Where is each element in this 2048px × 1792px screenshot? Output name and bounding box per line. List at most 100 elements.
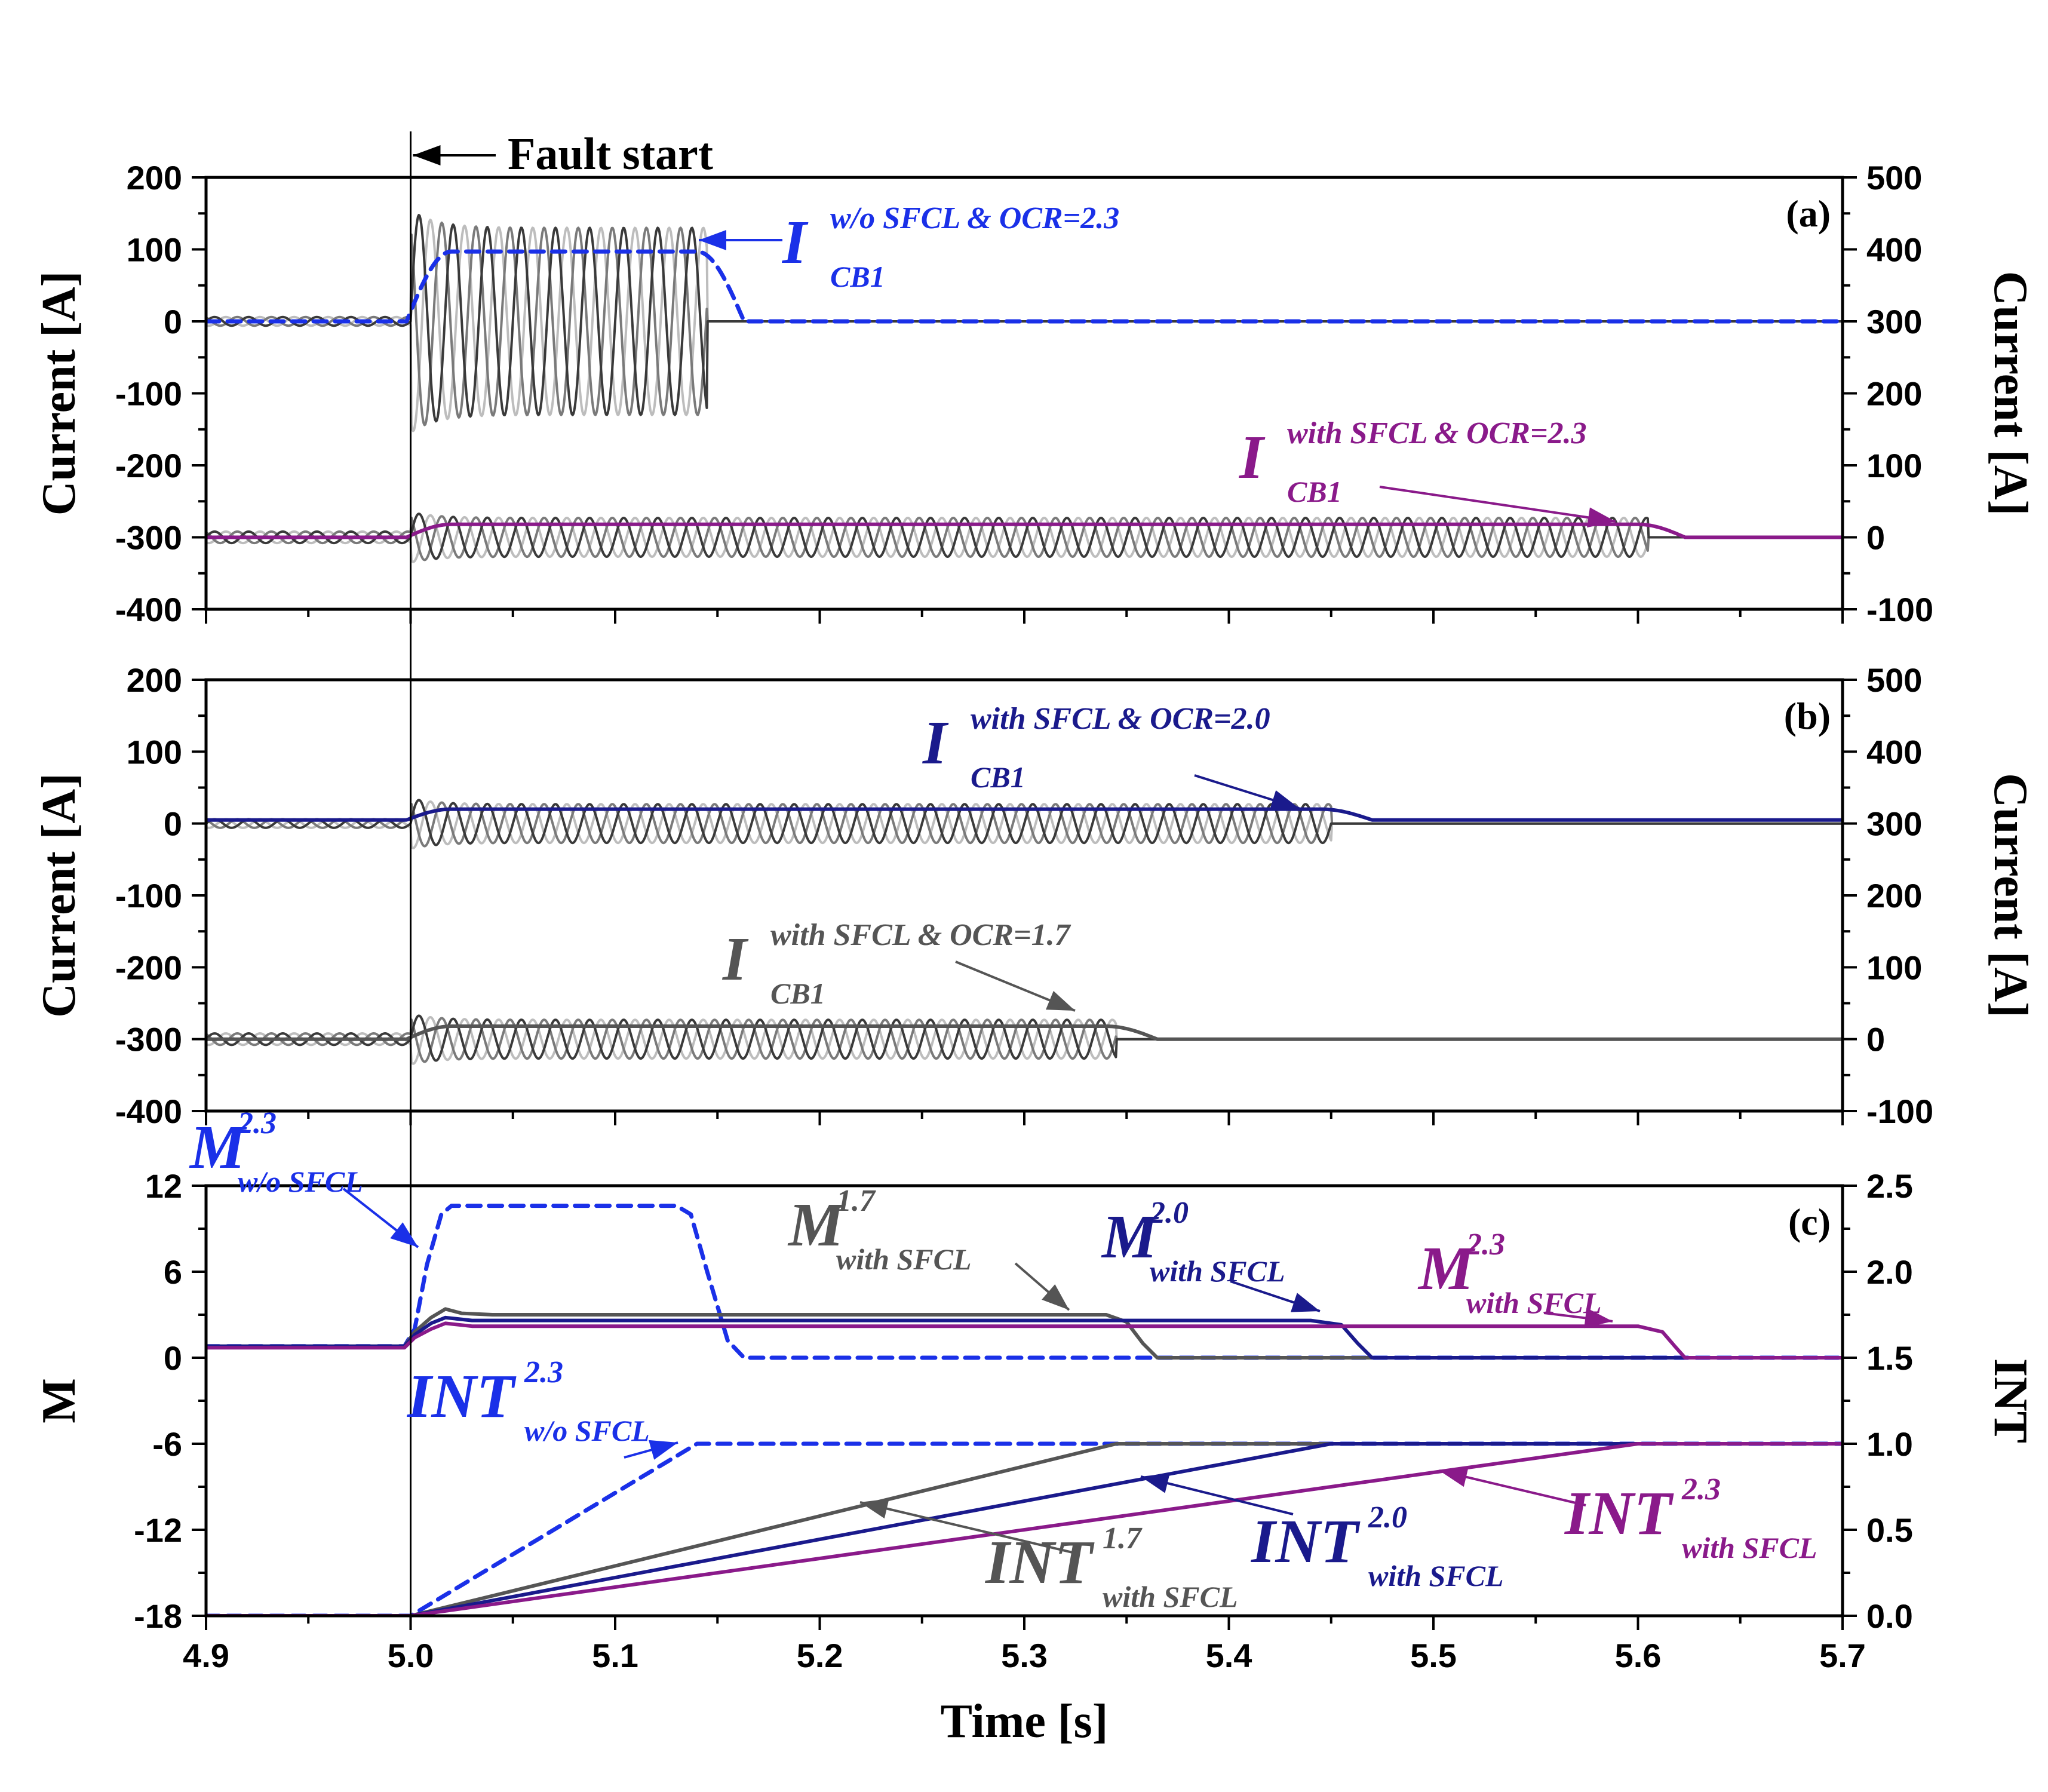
annotation-arrow-sfcl-2-0-head	[1270, 790, 1299, 810]
fault-start-arrow	[413, 145, 496, 165]
left-tick-label-c-3: -6	[152, 1425, 182, 1463]
annotation-i-cb1-wo-sfcl-2-3-main: I	[781, 208, 809, 277]
trip-signal-b-ocr_2_0	[206, 807, 1843, 822]
phase-wave-a-2-0	[206, 514, 1843, 563]
annotation-m-sfcl-2-3: M2.3 with SFCL	[1417, 1228, 1602, 1320]
annotation-m-wo-sfcl-sub: w/o SFCL	[238, 1165, 363, 1198]
annotation-arrow-sfcl-2-3	[1379, 486, 1616, 528]
annotation-m-sfcl-2-3-main: M	[1417, 1234, 1476, 1303]
annotation-arrow-int-sfcl-1-7-head	[860, 1499, 889, 1519]
right-tick-label-b-6: -100	[1866, 1093, 1933, 1130]
annotation-int-wo-sfcl-sup: 2.3	[524, 1355, 563, 1389]
annotation-i-cb1-sfcl-1-7-main: I	[721, 925, 749, 993]
annotation-arrow-sfcl-2-3-head	[1587, 507, 1616, 528]
annotation-m-sfcl-1-7-sup: 1.7	[836, 1184, 876, 1218]
annotation-i-cb1-sfcl-2-0-sub: CB1	[971, 760, 1025, 794]
panel-c: 12 6 0 -6 -12 -18 2.5 2.0 1.5 1.0 0.5 0.0 (c) M INT	[33, 1167, 2037, 1635]
right-axis-title-c: INT	[1984, 1358, 2037, 1443]
left-tick-label-c-2: 0	[164, 1339, 182, 1377]
annotation-int-wo-sfcl-main: INT	[406, 1362, 517, 1431]
annotation-arrow-m-wo-sfcl	[342, 1187, 419, 1248]
phase-wave-a-2-2	[206, 513, 1843, 560]
annotation-m-sfcl-1-7-main: M	[787, 1190, 846, 1259]
annotation-m-sfcl-2-3-sup: 2.3	[1466, 1228, 1505, 1262]
x-axis-title: Time [s]	[941, 1695, 1109, 1748]
annotation-int-sfcl-2-3-main: INT	[1564, 1479, 1674, 1548]
annotation-int-wo-sfcl-sub: w/o SFCL	[524, 1414, 650, 1447]
annotation-int-sfcl-2-3-sub: with SFCL	[1682, 1531, 1817, 1564]
left-tick-label-b-2: 0	[164, 805, 182, 843]
trip-signal-b-ocr_1_7	[206, 1024, 1843, 1041]
annotation-arrow-int-sfcl-1-7	[859, 1499, 1076, 1554]
annotation-arrow-m-sfcl-2-0	[1230, 1280, 1321, 1312]
left-axis-title-a: Current [A]	[33, 271, 85, 516]
annotation-int-sfcl-2-3: INT 2.3 with SFCL	[1564, 1472, 1817, 1564]
panel-a: 200 100 0 -100 -200 -300 -400 500 400 300 200 100 0 -…	[33, 159, 2037, 628]
left-axis-title-b: Current [A]	[33, 773, 85, 1018]
left-tick-label-a-0: 200	[127, 159, 182, 197]
right-tick-label-c-4: 0.5	[1866, 1511, 1913, 1549]
left-tick-label-b-3: -100	[115, 877, 182, 915]
annotation-arrow-int-sfcl-2-3	[1439, 1467, 1586, 1506]
left-tick-label-c-5: -18	[134, 1597, 182, 1635]
annotation-int-sfcl-2-0-sub: with SFCL	[1368, 1559, 1504, 1592]
annotation-arrow-m-sfcl-2-3-head	[1584, 1308, 1613, 1328]
plot-area-a	[206, 214, 1843, 563]
annotation-i-cb1-sfcl-2-0-sup: with SFCL & OCR=2.0	[971, 702, 1270, 736]
panel-label-a: (a)	[1786, 192, 1831, 235]
plot-area-b	[206, 799, 1843, 1065]
left-axis-title-c: M	[33, 1378, 85, 1423]
x-tick-label-4: 5.3	[1001, 1637, 1048, 1674]
annotation-m-wo-sfcl-sup: 2.3	[237, 1106, 277, 1140]
left-tick-label-c-0: 12	[145, 1167, 182, 1205]
m-curve-ocr_2_3	[206, 1321, 1843, 1360]
annotation-arrow-sfcl-1-7	[955, 961, 1076, 1012]
annotation-m-sfcl-2-0-sup: 2.0	[1149, 1196, 1189, 1230]
right-tick-label-b-5: 0	[1866, 1021, 1885, 1058]
annotation-arrow-int-sfcl-2-3-head	[1439, 1467, 1469, 1487]
annotation-arrow-sfcl-1-7-head	[1045, 990, 1075, 1011]
right-tick-label-b-0: 500	[1866, 661, 1922, 699]
annotation-int-sfcl-2-0: INT 2.0 with SFCL	[1250, 1501, 1504, 1592]
annotation-arrow-m-sfcl-1-7	[1014, 1262, 1070, 1311]
annotation-m-wo-sfcl: M2.3 w/o SFCL	[189, 1106, 363, 1198]
x-tick-label-3: 5.2	[797, 1637, 843, 1674]
phase-wave-b-0-2	[206, 799, 1843, 846]
annotation-i-cb1-wo-sfcl-2-3-sup: w/o SFCL & OCR=2.3	[830, 201, 1119, 235]
annotation-arrow-m-sfcl-2-0-head	[1290, 1293, 1320, 1312]
annotation-int-sfcl-1-7-main: INT	[984, 1528, 1095, 1597]
trip-signal-a-wo_sfcl	[206, 249, 1843, 324]
right-tick-label-a-2: 300	[1866, 303, 1922, 340]
annotation-int-wo-sfcl: INT 2.3 w/o SFCL	[406, 1355, 650, 1447]
annotation-int-sfcl-1-7-sup: 1.7	[1103, 1521, 1143, 1555]
annotation-i-cb1-sfcl-2-0-main: I	[922, 708, 949, 777]
annotation-i-cb1-sfcl-1-7-sup: with SFCL & OCR=1.7	[770, 918, 1071, 952]
left-tick-label-a-5: -300	[115, 519, 182, 557]
x-tick-label-7: 5.6	[1615, 1637, 1662, 1674]
left-tick-label-b-6: -400	[115, 1093, 182, 1130]
right-tick-label-b-4: 100	[1866, 949, 1922, 986]
annotation-m-wo-sfcl-main: M	[189, 1113, 247, 1182]
fault-start-label: Fault start	[508, 129, 713, 179]
left-tick-label-c-4: -12	[134, 1511, 182, 1549]
annotation-arrow-int-sfcl-2-0-head	[1141, 1473, 1170, 1493]
m-curve-wo_sfcl	[206, 1204, 1843, 1360]
annotation-i-cb1-sfcl-2-3-main: I	[1238, 423, 1266, 492]
trip-signal-a-ocr_2_3	[206, 522, 1843, 539]
left-tick-label-a-1: 100	[127, 231, 182, 269]
annotation-arrow-m-sfcl-2-3	[1543, 1308, 1613, 1328]
left-tick-label-b-0: 200	[127, 661, 182, 699]
annotation-i-cb1-sfcl-2-3-sup: with SFCL & OCR=2.3	[1287, 416, 1587, 450]
annotation-arrow-sfcl-2-0	[1194, 774, 1300, 810]
right-tick-label-a-6: -100	[1866, 591, 1933, 628]
right-tick-label-c-3: 1.0	[1866, 1425, 1913, 1463]
panel-b: 200 100 0 -100 -200 -300 -400 500 400 300 200 100 0 -…	[33, 661, 2037, 1130]
phase-wave-a-2-1	[206, 515, 1843, 561]
annotation-m-sfcl-1-7: M1.7 with SFCL	[787, 1184, 972, 1276]
right-tick-label-b-2: 300	[1866, 805, 1922, 843]
annotation-arrow-int-sfcl-2-0	[1140, 1473, 1294, 1515]
right-tick-label-c-5: 0.0	[1866, 1597, 1913, 1635]
